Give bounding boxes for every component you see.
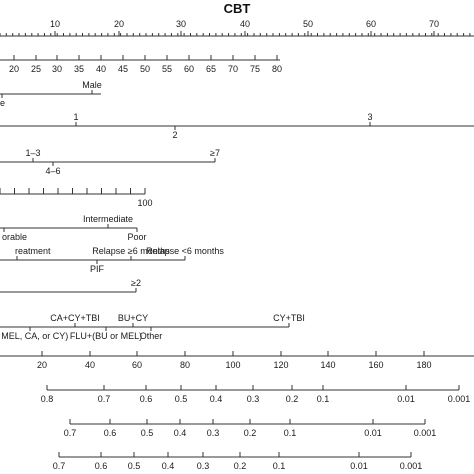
- prob-1-tick-label: 0.01: [397, 394, 415, 404]
- prior-regimens-category-label: 1–3: [25, 148, 40, 158]
- sex-category-label: Male: [82, 80, 102, 90]
- age-tick-label: 80: [272, 64, 282, 74]
- prob-2-tick-label: 0.5: [141, 428, 154, 438]
- total-points-tick-label: 140: [320, 360, 335, 370]
- age-tick-label: 20: [9, 64, 19, 74]
- total-points-tick-label: 120: [273, 360, 288, 370]
- points-tick-label: 70: [429, 19, 439, 29]
- prob-3-tick-label: 0.3: [197, 461, 210, 471]
- points-tick-label: 50: [303, 19, 313, 29]
- age-tick-label: 65: [206, 64, 216, 74]
- conditioning-category-label: BU+CY: [118, 313, 148, 323]
- cytogenetics-category-label: Intermediate: [83, 214, 133, 224]
- age-tick-label: 30: [52, 64, 62, 74]
- prob-3-tick-label: 0.2: [234, 461, 247, 471]
- count-category-label: ≥2: [131, 278, 141, 288]
- conditioning-category-label: Other: [140, 331, 163, 341]
- total-points-tick-label: 20: [37, 360, 47, 370]
- prob-2-tick-label: 0.01: [364, 428, 382, 438]
- age-tick-label: 40: [96, 64, 106, 74]
- prob-3-tick-label: 0.4: [162, 461, 175, 471]
- prob-3-tick-label: 0.01: [350, 461, 368, 471]
- points-tick-label: 60: [366, 19, 376, 29]
- disease-status-category-label: Relapse ≥6 months: [92, 246, 170, 256]
- cytogenetics-category-label: Poor: [127, 232, 146, 242]
- conditioning-category-label: CY+TBI: [273, 313, 305, 323]
- prob-3-tick-label: 0.001: [400, 461, 423, 471]
- prob-1-tick-label: 0.001: [448, 394, 471, 404]
- total-points-tick-label: 160: [368, 360, 383, 370]
- age-tick-label: 25: [31, 64, 41, 74]
- age-tick-label: 70: [228, 64, 238, 74]
- total-points-tick-label: 80: [180, 360, 190, 370]
- points-tick-label: 20: [114, 19, 124, 29]
- prob-2-tick-label: 0.001: [414, 428, 437, 438]
- prob-1-tick-label: 0.8: [41, 394, 54, 404]
- ps-category-label: 1: [73, 112, 78, 122]
- disease-status-category-label: reatment: [15, 246, 51, 256]
- chart-title: CBT: [224, 1, 251, 16]
- prob-1-tick-label: 0.6: [140, 394, 153, 404]
- prior-regimens-category-label: 4–6: [45, 166, 60, 176]
- prob-1-tick-label: 0.1: [317, 394, 330, 404]
- prior-regimens-category-label: ≥7: [210, 148, 220, 158]
- total-points-tick-label: 60: [132, 360, 142, 370]
- total-points-tick-label: 100: [225, 360, 240, 370]
- prob-1-tick-label: 0.4: [210, 394, 223, 404]
- prob-1-tick-label: 0.3: [247, 394, 260, 404]
- points-tick-label: 30: [176, 19, 186, 29]
- points-tick-label: 10: [50, 19, 60, 29]
- prob-2-tick-label: 0.3: [207, 428, 220, 438]
- conditioning-category-label: CA+CY+TBI: [50, 313, 100, 323]
- prob-3-tick-label: 0.1: [273, 461, 286, 471]
- lab-scale-tick-label: 100: [137, 198, 152, 208]
- age-tick-label: 45: [118, 64, 128, 74]
- ps-category-label: 2: [172, 130, 177, 140]
- prob-1-tick-label: 0.7: [98, 394, 111, 404]
- prob-3-tick-label: 0.6: [95, 461, 108, 471]
- conditioning-category-label: J, MEL, CA, or CY): [0, 331, 68, 341]
- prob-3-tick-label: 0.7: [53, 461, 66, 471]
- prob-2-tick-label: 0.4: [174, 428, 187, 438]
- total-points-tick-label: 180: [416, 360, 431, 370]
- disease-status-category-label: PIF: [90, 264, 105, 274]
- age-tick-label: 60: [184, 64, 194, 74]
- prob-2-tick-label: 0.6: [104, 428, 117, 438]
- prob-1-tick-label: 0.2: [286, 394, 299, 404]
- disease-status-category-label: Relapse <6 months: [146, 246, 224, 256]
- prob-2-tick-label: 0.1: [284, 428, 297, 438]
- prob-3-tick-label: 0.5: [128, 461, 141, 471]
- prob-2-tick-label: 0.2: [244, 428, 257, 438]
- total-points-tick-label: 40: [85, 360, 95, 370]
- prob-1-tick-label: 0.5: [175, 394, 188, 404]
- sex-category-label: e: [0, 98, 5, 108]
- age-tick-label: 50: [140, 64, 150, 74]
- age-tick-label: 55: [162, 64, 172, 74]
- cytogenetics-category-label: orable: [2, 232, 27, 242]
- age-tick-label: 75: [250, 64, 260, 74]
- age-tick-label: 35: [74, 64, 84, 74]
- conditioning-category-label: FLU+(BU or MEL): [70, 331, 142, 341]
- prob-2-tick-label: 0.7: [64, 428, 77, 438]
- points-tick-label: 40: [240, 19, 250, 29]
- ps-category-label: 3: [367, 112, 372, 122]
